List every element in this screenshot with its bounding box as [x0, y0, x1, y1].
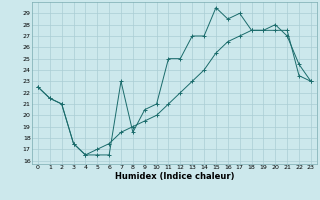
X-axis label: Humidex (Indice chaleur): Humidex (Indice chaleur) [115, 172, 234, 181]
